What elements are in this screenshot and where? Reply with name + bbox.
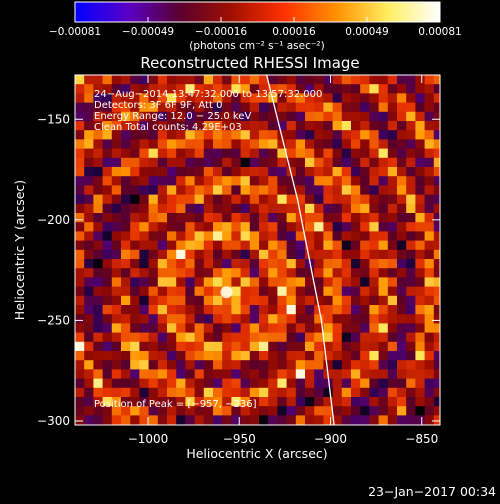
x-tick-label: −950 xyxy=(223,432,256,446)
footer-timestamp: 23−Jan−2017 00:34 xyxy=(368,484,496,499)
y-tick-label: −300 xyxy=(37,414,70,428)
heatmap-image xyxy=(75,75,440,425)
colorbar-tick-label: −0.00081 xyxy=(49,26,101,38)
colorbar-tick-label: 0.00049 xyxy=(345,26,388,38)
annotation-energy-range: Energy Range: 12.0 − 25.0 keV xyxy=(94,111,251,122)
plot-frame xyxy=(74,74,441,426)
axis-ticks: −1000 −950 −900 −850 −150 −200 −250 −300 xyxy=(37,75,440,446)
colorbar-tick-label: 0.00081 xyxy=(418,26,461,38)
colorbar-unit-label: (photons cm⁻² s⁻¹ asec⁻²) xyxy=(189,40,324,52)
x-tick-label: −850 xyxy=(405,432,438,446)
annotation-detectors: Detectors: 3F 6F 9F, Att 0 xyxy=(94,100,222,111)
x-tick-label: −900 xyxy=(314,432,347,446)
colorbar-tick-label: −0.00049 xyxy=(122,26,174,38)
annotation-time-range: 24−Aug−2014 13:47:32.000 to 13:57:32.000 xyxy=(94,89,322,100)
peak-position-label: Position of Peak = [−957, −236] xyxy=(94,399,257,410)
x-axis-label: Heliocentric X (arcsec) xyxy=(186,446,327,461)
y-axis-label: Heliocentric Y (arcsec) xyxy=(12,180,27,320)
colorbar xyxy=(74,1,441,23)
y-tick-label: −150 xyxy=(37,112,70,126)
x-tick-label: −1000 xyxy=(128,432,169,446)
info-annotations: 24−Aug−2014 13:47:32.000 to 13:57:32.000… xyxy=(94,89,322,133)
colorbar-tick-label: 0.00016 xyxy=(272,26,316,38)
colorbar-ticks: −0.00081 −0.00049 −0.00016 0.00016 0.00049 0.… xyxy=(49,17,462,38)
peak-marker xyxy=(220,286,233,299)
annotation-counts: Clean Total counts: 4.29E+03 xyxy=(94,122,242,133)
colorbar-tick-label: −0.00016 xyxy=(195,26,248,38)
solar-limb-line xyxy=(265,75,335,425)
chart-title: Reconstructed RHESSI Image xyxy=(140,54,359,72)
y-tick-label: −200 xyxy=(37,213,70,227)
y-tick-label: −250 xyxy=(37,313,70,327)
